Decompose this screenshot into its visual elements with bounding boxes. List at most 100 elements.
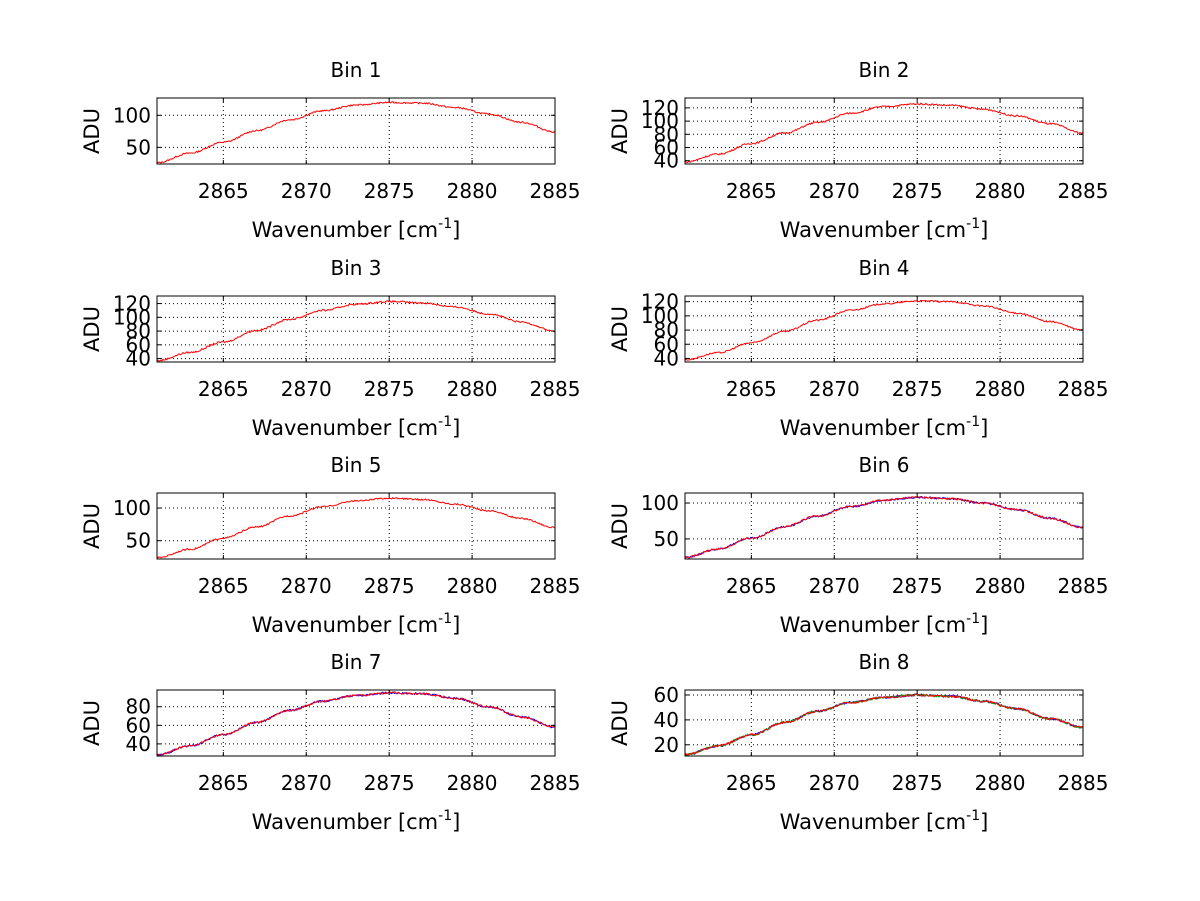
x-tick-label: 2865: [198, 377, 249, 401]
y-tick-label: 60: [654, 332, 679, 356]
x-tick-label: 2885: [1058, 377, 1109, 401]
y-tick-label: 60: [126, 713, 151, 737]
series-trace-blue: [684, 496, 1084, 559]
x-tick-label: 2885: [530, 377, 581, 401]
x-tick-label: 2885: [1058, 179, 1109, 203]
subplot-title: Bin 1: [330, 58, 381, 82]
x-axis-label: Wavenumber [cm-1]: [252, 808, 461, 834]
y-tick-label: 40: [654, 346, 679, 370]
y-tick-label: 100: [641, 109, 679, 133]
axes-frame: [684, 97, 1084, 165]
x-tick-label: 2875: [892, 574, 943, 598]
y-tick-label: 40: [654, 149, 679, 173]
x-tick-label: 2880: [975, 377, 1026, 401]
y-tick-label: 50: [126, 529, 151, 553]
series-trace-red: [156, 101, 556, 164]
x-tick-label: 2880: [447, 574, 498, 598]
axes-frame: [684, 295, 1084, 363]
x-tick-label: 2875: [364, 179, 415, 203]
y-tick-label: 60: [654, 136, 679, 160]
axes-frame: [156, 492, 556, 560]
series-trace-red: [156, 691, 556, 756]
y-tick-label: 100: [113, 496, 151, 520]
y-tick-label: 100: [641, 491, 679, 515]
x-tick-label: 2885: [1058, 771, 1109, 795]
y-tick-label: 80: [654, 122, 679, 146]
y-tick-label: 40: [126, 347, 151, 371]
subplot-title: Bin 2: [858, 58, 909, 82]
subplot-title: Bin 3: [330, 256, 381, 280]
y-axis-label: ADU: [80, 700, 104, 746]
x-axis-label: Wavenumber [cm-1]: [252, 414, 461, 440]
x-tick-label: 2865: [726, 574, 777, 598]
x-tick-label: 2870: [281, 377, 332, 401]
axes-frame: [684, 689, 1084, 757]
x-tick-label: 2865: [726, 771, 777, 795]
x-tick-label: 2865: [198, 574, 249, 598]
y-tick-label: 50: [126, 135, 151, 159]
subplot-6: 2865 2870 2875 2880 2885 50 100 Bin 6 Wavenumber…: [608, 453, 1108, 637]
y-tick-label: 120: [641, 290, 679, 314]
axes-frame: [156, 689, 556, 757]
subplot-1: 2865 2870 2875 2880 2885 50 100 Bin 1 Wavenumber…: [80, 58, 580, 242]
x-tick-label: 2870: [281, 574, 332, 598]
x-axis-label: Wavenumber [cm-1]: [780, 808, 989, 834]
series-trace-red: [156, 300, 556, 362]
x-tick-label: 2875: [364, 377, 415, 401]
x-tick-label: 2880: [447, 377, 498, 401]
series-trace-red: [156, 497, 556, 559]
y-axis-label: ADU: [608, 108, 632, 154]
subplot-title: Bin 4: [858, 256, 909, 280]
x-tick-label: 2875: [892, 771, 943, 795]
x-tick-label: 2885: [530, 771, 581, 795]
y-axis-label: ADU: [80, 306, 104, 352]
x-axis-label: Wavenumber [cm-1]: [252, 216, 461, 242]
y-tick-label: 80: [654, 318, 679, 342]
x-tick-label: 2870: [281, 179, 332, 203]
y-tick-label: 20: [654, 733, 679, 757]
y-axis-label: ADU: [80, 503, 104, 549]
x-tick-label: 2875: [364, 574, 415, 598]
x-tick-label: 2880: [975, 574, 1026, 598]
y-tick-label: 120: [641, 96, 679, 120]
x-tick-label: 2885: [530, 179, 581, 203]
x-tick-label: 2880: [447, 771, 498, 795]
y-axis-label: ADU: [608, 700, 632, 746]
x-tick-label: 2870: [281, 771, 332, 795]
y-axis-label: ADU: [80, 108, 104, 154]
series-trace-blue: [156, 691, 556, 757]
y-tick-label: 50: [654, 527, 679, 551]
x-tick-label: 2870: [809, 771, 860, 795]
y-tick-label: 100: [113, 305, 151, 329]
axes-frame: [156, 97, 556, 165]
y-axis-label: ADU: [608, 306, 632, 352]
x-tick-label: 2885: [530, 574, 581, 598]
x-axis-label: Wavenumber [cm-1]: [780, 216, 989, 242]
x-tick-label: 2875: [892, 377, 943, 401]
subplot-title: Bin 7: [330, 650, 381, 674]
series-trace-red: [684, 496, 1084, 559]
x-tick-label: 2880: [447, 179, 498, 203]
y-tick-label: 40: [126, 732, 151, 756]
series-trace-red: [684, 299, 1084, 361]
x-tick-label: 2875: [892, 179, 943, 203]
series-trace-red: [684, 693, 1084, 756]
series-trace-green: [684, 693, 1084, 757]
x-tick-label: 2870: [809, 574, 860, 598]
x-axis-label: Wavenumber [cm-1]: [780, 414, 989, 440]
y-tick-label: 100: [641, 304, 679, 328]
x-tick-label: 2870: [809, 377, 860, 401]
x-axis-label: Wavenumber [cm-1]: [252, 611, 461, 637]
y-tick-label: 80: [126, 695, 151, 719]
axes-frame: [156, 295, 556, 363]
x-tick-label: 2865: [726, 179, 777, 203]
x-tick-label: 2865: [198, 771, 249, 795]
series-trace-blue: [684, 693, 1084, 757]
x-tick-label: 2865: [726, 377, 777, 401]
y-tick-label: 60: [126, 333, 151, 357]
